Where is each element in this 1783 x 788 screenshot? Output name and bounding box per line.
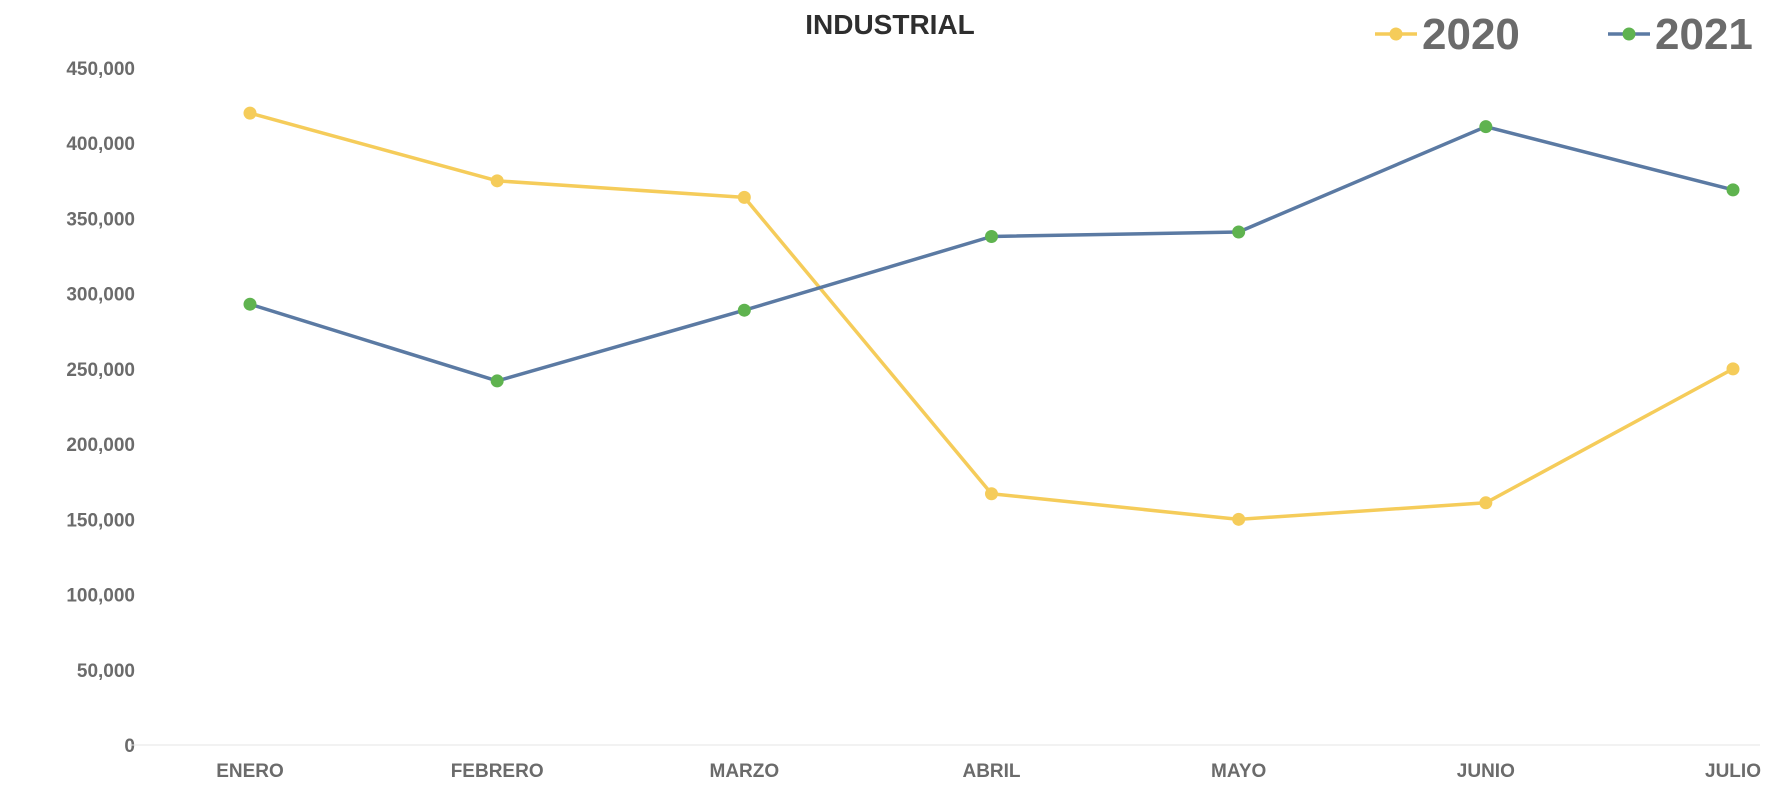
y-tick-label: 150,000 [66, 510, 135, 531]
data-point [1479, 496, 1493, 510]
y-tick-label: 250,000 [66, 360, 135, 381]
data-point [243, 106, 257, 120]
x-category-label: JUNIO [1457, 761, 1515, 782]
y-tick-label: 200,000 [66, 435, 135, 456]
y-tick-label: 400,000 [66, 134, 135, 155]
legend-item: 2020 [1375, 10, 1520, 59]
series-2020 [243, 106, 1740, 526]
series-2021 [243, 120, 1740, 388]
y-tick-label: 300,000 [66, 285, 135, 306]
x-category-label: FEBRERO [451, 761, 544, 782]
data-point [490, 174, 504, 188]
data-point [1726, 362, 1740, 376]
data-point [1232, 512, 1246, 526]
y-tick-label: 350,000 [66, 209, 135, 230]
data-point [985, 487, 998, 501]
series-line [249, 124, 1734, 383]
legend-label: 2021 [1655, 10, 1753, 59]
series-line [249, 111, 1734, 522]
x-category-label: MAYO [1211, 761, 1266, 782]
chart-title: INDUSTRIAL [805, 9, 975, 40]
legend: 2020 2021 [1375, 10, 1753, 59]
data-point [737, 190, 751, 204]
y-tick-label: 50,000 [77, 661, 135, 682]
legend-item: 2021 [1608, 10, 1753, 59]
data-point [985, 229, 998, 243]
x-category-label: JULIO [1705, 761, 1761, 782]
y-tick-label: 0 [124, 736, 135, 757]
data-point [1726, 183, 1740, 197]
legend-swatch-marker [1389, 27, 1403, 41]
y-axis: 0 50,000 100,000 150,000 200,000 250,000 300,0… [66, 59, 135, 757]
data-point [1479, 120, 1493, 134]
data-point [737, 303, 751, 317]
x-category-label: ENERO [216, 761, 284, 782]
x-category-label: MARZO [710, 761, 780, 782]
data-point [243, 297, 257, 311]
y-tick-label: 100,000 [66, 586, 135, 607]
legend-label: 2020 [1422, 10, 1520, 59]
series-layer [243, 106, 1740, 526]
data-point [490, 374, 504, 388]
x-axis: ENERO FEBRERO MARZO ABRIL MAYO JUNIO JULIO [130, 744, 1761, 782]
x-category-label: ABRIL [962, 761, 1020, 782]
legend-swatch-marker [1622, 27, 1636, 41]
data-point [1232, 225, 1246, 239]
y-tick-label: 450,000 [66, 59, 135, 80]
